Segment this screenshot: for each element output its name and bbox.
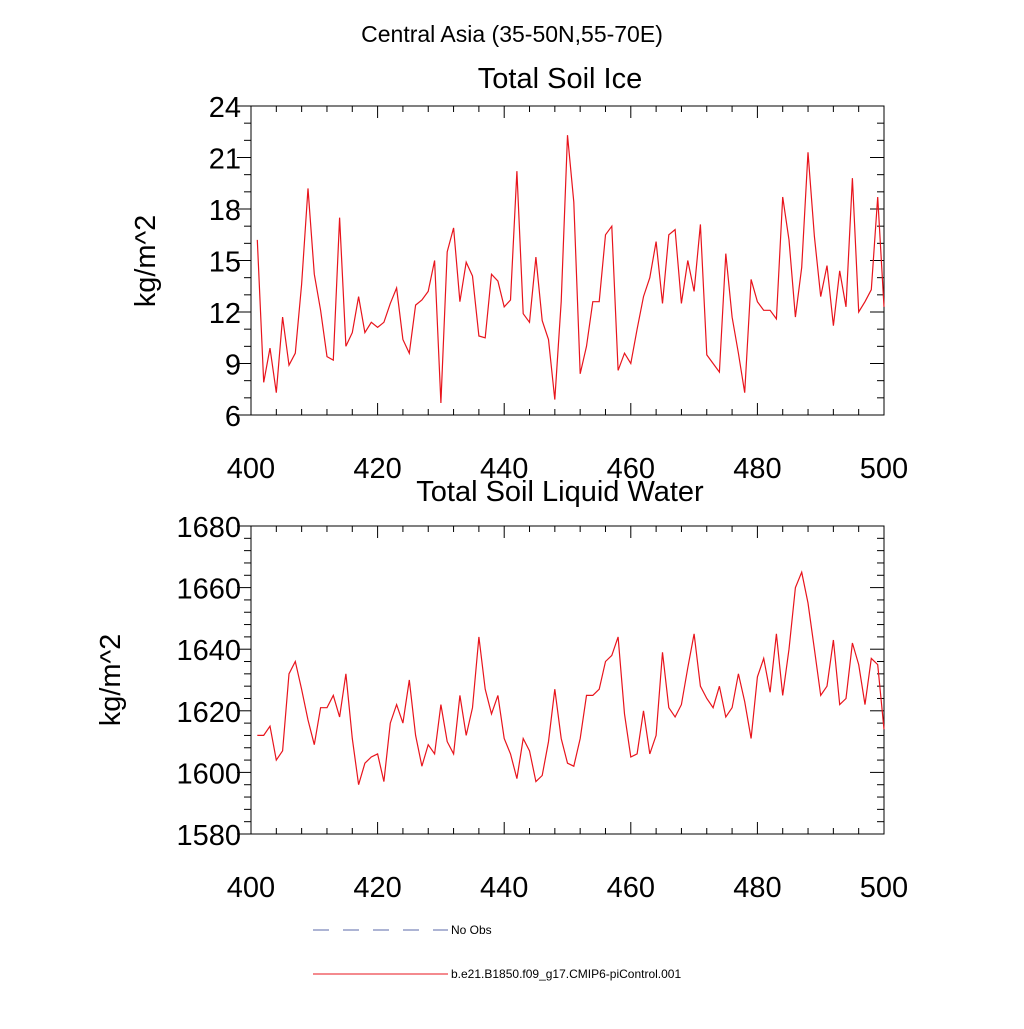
- legend: No Obs b.e21.B1850.f09_g17.CMIP6-piContr…: [313, 923, 681, 981]
- plot-frame: [250, 525, 885, 835]
- y-tick-label: 6: [225, 401, 241, 433]
- y-tick-label: 1680: [176, 512, 241, 544]
- y-tick-label: 1660: [176, 574, 241, 606]
- y-tick-label: 9: [225, 350, 241, 382]
- y-tick-label: 21: [209, 144, 241, 176]
- x-tick-label: 440: [480, 453, 528, 485]
- y-tick-label: 18: [209, 195, 241, 227]
- plot-frame: [250, 105, 885, 416]
- y-tick-label: 1640: [176, 635, 241, 667]
- y-tick-label: 1600: [176, 758, 241, 790]
- legend-label-no-obs: No Obs: [451, 923, 492, 937]
- y-tick-label: 24: [209, 92, 241, 124]
- y-axis-label: kg/m^2: [130, 215, 162, 308]
- x-tick-label: 500: [860, 872, 908, 904]
- y-tick-label: 15: [209, 247, 241, 279]
- y-tick-label: 1620: [176, 697, 241, 729]
- axis-ticks: [237, 105, 885, 416]
- x-tick-label: 500: [860, 453, 908, 485]
- x-tick-label: 480: [733, 872, 781, 904]
- x-tick-label: 440: [480, 872, 528, 904]
- x-tick-label: 420: [353, 872, 401, 904]
- x-tick-label: 400: [227, 453, 275, 485]
- x-tick-label: 480: [733, 453, 781, 485]
- axis-ticks: [237, 525, 885, 835]
- series-line: [256, 135, 885, 404]
- chart-title: Total Soil Liquid Water: [416, 476, 704, 508]
- series-line: [257, 570, 885, 785]
- total-soil-ice-chart: Total Soil Ice kg/m^2 400 420 440 460 480 500…: [130, 63, 908, 485]
- x-tick-label: 460: [607, 872, 655, 904]
- x-tick-label: 420: [353, 453, 401, 485]
- y-tick-label: 12: [209, 298, 241, 330]
- x-tick-label: 400: [227, 872, 275, 904]
- chart-title: Total Soil Ice: [478, 63, 642, 95]
- page-title: Central Asia (35-50N,55-70E): [361, 21, 663, 47]
- total-soil-liquid-water-chart: Total Soil Liquid Water kg/m^2 400 420 440…: [95, 476, 908, 904]
- y-tick-label: 1580: [176, 820, 241, 852]
- legend-label-model: b.e21.B1850.f09_g17.CMIP6-piControl.001: [451, 967, 681, 981]
- x-tick-label: 460: [607, 453, 655, 485]
- y-axis-label: kg/m^2: [95, 634, 127, 727]
